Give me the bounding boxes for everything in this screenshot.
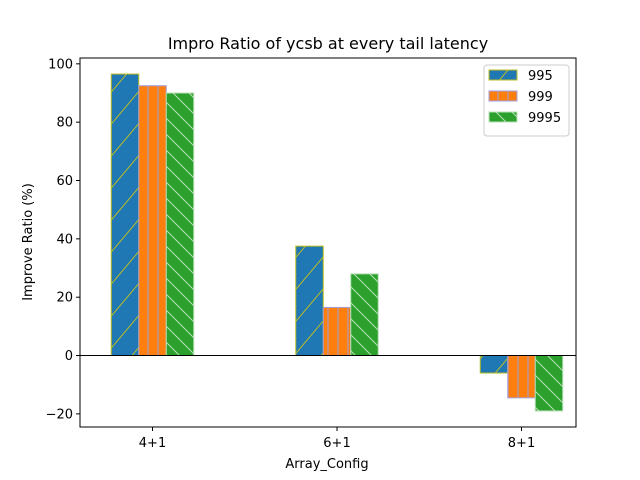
- legend-swatch-999: [488, 90, 518, 102]
- chart-title: Impro Ratio of ycsb at every tail latenc…: [168, 34, 488, 53]
- bar-9995-4+1: [165, 92, 195, 357]
- bar-995-8+1: [479, 355, 509, 374]
- x-tick-label: 4+1: [139, 436, 166, 451]
- bar-999-4+1: [138, 85, 167, 357]
- bar-999-6+1: [322, 306, 352, 357]
- y-axis: −20 0 20 40 60 80 100: [46, 57, 80, 422]
- y-tick-label: 80: [56, 116, 73, 131]
- y-tick-label: 40: [56, 232, 73, 247]
- y-tick-label: −20: [46, 407, 73, 422]
- y-tick-label: 100: [48, 57, 73, 72]
- y-tick-label: 0: [65, 349, 73, 364]
- x-axis-label: Array_Config: [285, 457, 368, 472]
- legend-label-9995: 9995: [528, 111, 561, 126]
- legend-label-999: 999: [528, 90, 553, 105]
- bar-995-4+1: [110, 73, 140, 357]
- legend-label-995: 995: [528, 69, 553, 84]
- y-tick-label: 20: [56, 291, 73, 306]
- bar-995-6+1: [295, 245, 324, 357]
- y-tick-label: 60: [56, 174, 73, 189]
- x-axis: 4+1 6+1 8+1: [139, 427, 535, 451]
- bar-999-8+1: [507, 355, 536, 399]
- legend-swatch-995: [488, 69, 518, 81]
- legend-swatch-9995: [488, 111, 518, 123]
- x-tick-label: 8+1: [508, 436, 535, 451]
- y-axis-label: Improve Ratio (%): [21, 183, 36, 301]
- plot-frame: [79, 57, 577, 428]
- legend: 995 999 9995: [483, 64, 570, 137]
- bar-9995-8+1: [534, 355, 564, 412]
- bar-9995-6+1: [350, 273, 379, 357]
- x-tick-label: 6+1: [323, 436, 350, 451]
- bars-layer: [110, 73, 564, 412]
